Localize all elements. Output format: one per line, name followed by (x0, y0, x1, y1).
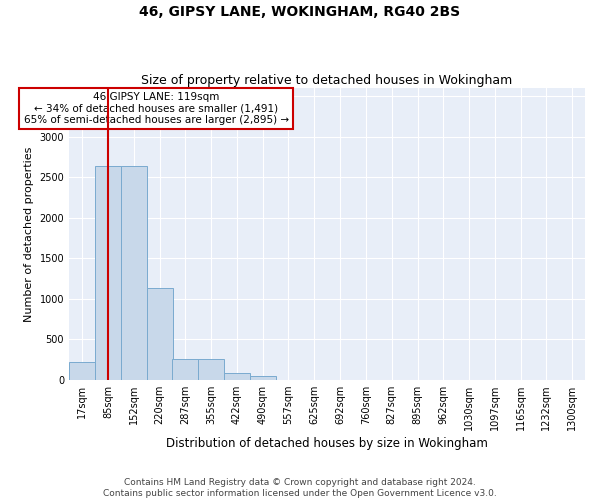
Text: Contains HM Land Registry data © Crown copyright and database right 2024.
Contai: Contains HM Land Registry data © Crown c… (103, 478, 497, 498)
Bar (224, 373, 250, 380)
Text: 46 GIPSY LANE: 119sqm
← 34% of detached houses are smaller (1,491)
65% of semi-d: 46 GIPSY LANE: 119sqm ← 34% of detached … (23, 92, 289, 125)
Bar (198, 359, 224, 380)
X-axis label: Distribution of detached houses by size in Wokingham: Distribution of detached houses by size … (166, 437, 488, 450)
Text: 46, GIPSY LANE, WOKINGHAM, RG40 2BS: 46, GIPSY LANE, WOKINGHAM, RG40 2BS (139, 5, 461, 19)
Bar (69, 362, 95, 380)
Y-axis label: Number of detached properties: Number of detached properties (24, 146, 34, 322)
Bar (146, 288, 173, 380)
Bar (172, 359, 198, 380)
Bar (95, 166, 121, 380)
Bar (250, 376, 276, 380)
Bar (121, 166, 146, 380)
Title: Size of property relative to detached houses in Wokingham: Size of property relative to detached ho… (142, 74, 512, 87)
